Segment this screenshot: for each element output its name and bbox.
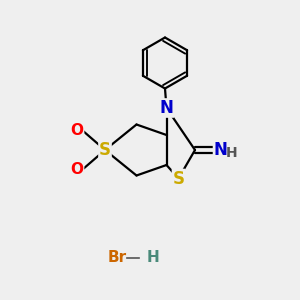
Text: S: S — [172, 169, 184, 188]
Text: O: O — [70, 123, 84, 138]
Text: N: N — [160, 99, 173, 117]
Text: O: O — [70, 162, 84, 177]
Text: Br: Br — [107, 250, 127, 266]
Text: H: H — [226, 146, 237, 160]
Text: H: H — [147, 250, 159, 266]
Text: N: N — [214, 141, 227, 159]
Text: S: S — [99, 141, 111, 159]
